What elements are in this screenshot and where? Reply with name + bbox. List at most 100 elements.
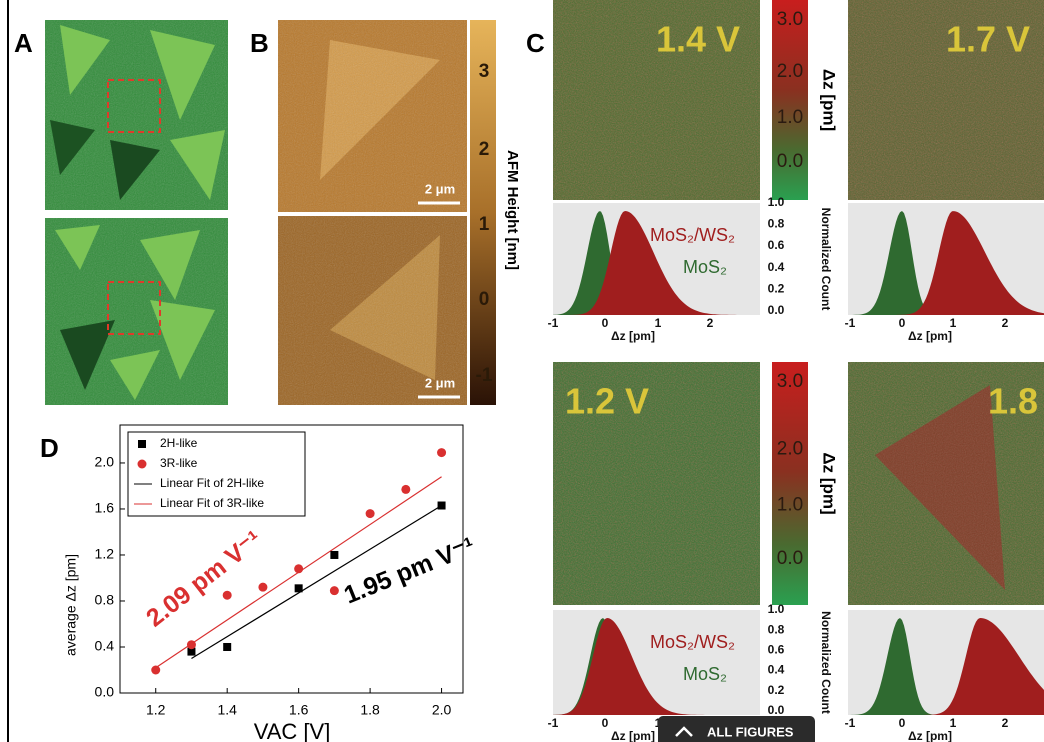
y-tick-label: 0.0 [95, 684, 115, 700]
panel-label: C [526, 28, 545, 58]
legend-label: 2H-like [160, 436, 198, 450]
histogram-y-tick: 0.0 [768, 303, 785, 317]
colorbar-tick-label: 1 [479, 214, 490, 235]
legend-marker [138, 440, 146, 448]
point [258, 583, 267, 592]
x-tick-label: 1.8 [360, 702, 380, 718]
legend-label: Linear Fit of 3R-like [160, 496, 264, 510]
colorbar-tick-label: 0 [479, 289, 490, 310]
dz-map: 1.8 V [848, 362, 1044, 605]
point [187, 640, 196, 649]
colorbar-tick-label: -1 [476, 365, 493, 386]
histogram-x-tick: 2 [1002, 316, 1009, 330]
point [401, 485, 410, 494]
colorbar-tick-label: 3 [479, 61, 490, 82]
histogram-y-tick: 0.6 [768, 238, 785, 252]
colorbar-label: Δz [pm] [820, 69, 839, 131]
slope-annotation: 2.09 pm V⁻¹ [141, 525, 267, 632]
histogram-x-label: Δz [pm] [611, 329, 655, 343]
histogram-y-tick: 0.4 [768, 663, 785, 677]
point [223, 643, 231, 651]
colorbar-tick-label: 3.0 [777, 9, 803, 30]
point [330, 551, 338, 559]
colorbar-tick-label: 0.0 [777, 548, 803, 569]
x-tick-label: 1.6 [289, 702, 309, 718]
figure: A B 2 μm 2 μm 3210-1 AFM Height [nm] C 1… [0, 0, 1044, 742]
point [295, 584, 303, 592]
legend-label: Linear Fit of 2H-like [160, 476, 264, 490]
scale-bar-label: 2 μm [425, 181, 455, 196]
dz-map: 1.2 V [553, 362, 760, 605]
histogram-x-label: Δz [pm] [908, 729, 952, 742]
point [366, 509, 375, 518]
panel-label: A [14, 28, 33, 58]
y-axis-label: average Δz [pm] [63, 554, 79, 656]
histogram-x-tick: 1 [950, 716, 957, 730]
histogram-y-tick: 0.4 [768, 260, 785, 274]
histogram-x-label: Δz [pm] [908, 329, 952, 343]
colorbar-tick-label: 1.0 [777, 494, 803, 515]
panel-c: 1.4 V1.7 V1.2 V1.8 V3.02.01.00.0Δz [pm]3… [548, 0, 1044, 742]
colorbar-tick-label: 0.0 [777, 151, 803, 172]
histogram-y-tick: 0.8 [768, 217, 785, 231]
all-figures-button[interactable]: ALL FIGURES [658, 716, 815, 742]
histogram-y-tick: 0.0 [768, 703, 785, 717]
colorbar-label: AFM Height [nm] [504, 150, 521, 270]
voltage-label: 1.2 V [565, 381, 649, 422]
histogram-y-tick: 0.2 [768, 281, 785, 295]
histogram-x-tick: 1 [950, 316, 957, 330]
y-tick-label: 1.2 [95, 546, 115, 562]
y-tick-label: 1.6 [95, 500, 115, 516]
point [223, 591, 232, 600]
histogram-y-tick: 0.2 [768, 683, 785, 697]
panel-b-image-top: 2 μm [278, 20, 467, 212]
x-tick-label: 1.4 [217, 702, 237, 718]
legend-mos2: MoS₂ [683, 257, 727, 277]
histogram-x-tick: 0 [899, 316, 906, 330]
voltage-label: 1.4 V [656, 19, 740, 60]
histogram-x-tick: 0 [602, 716, 609, 730]
y-tick-label: 0.8 [95, 592, 115, 608]
point [438, 502, 446, 510]
legend-mos2-ws2: MoS₂/WS₂ [650, 632, 735, 652]
point [151, 665, 160, 674]
point [437, 448, 446, 457]
histogram-x-tick: -1 [845, 316, 856, 330]
histogram-y-label: Normalized Count [819, 611, 833, 714]
histogram-x-tick: 0 [899, 716, 906, 730]
histogram-x-tick: 2 [707, 316, 714, 330]
button-label[interactable]: ALL FIGURES [707, 724, 794, 739]
dz-map: 1.4 V [553, 0, 760, 200]
colorbar-label: Δz [pm] [820, 452, 839, 514]
y-tick-label: 2.0 [95, 454, 115, 470]
point [330, 586, 339, 595]
slope-annotation: 1.95 pm V⁻¹ [340, 532, 479, 610]
x-tick-label: 2.0 [432, 702, 452, 718]
colorbar-tick-label: 1.0 [777, 107, 803, 128]
y-tick-label: 0.4 [95, 638, 115, 654]
histogram-y-tick: 1.0 [768, 195, 785, 209]
histogram-x-tick: 0 [602, 316, 609, 330]
x-axis-label: VAC [V] [254, 719, 331, 742]
histogram: -1 0 1 2 Δz [pm] [845, 203, 1044, 343]
histogram-y-tick: 0.8 [768, 622, 785, 636]
voltage-label: 1.7 V [946, 19, 1030, 60]
colorbar-tick-label: 2 [479, 139, 490, 160]
colorbar-tick-label: 2.0 [777, 61, 803, 82]
histogram-x-tick: 2 [1002, 716, 1009, 730]
histogram-y-tick: 0.6 [768, 643, 785, 657]
histogram-x-label: Δz [pm] [611, 729, 655, 742]
histogram-x-tick: -1 [548, 716, 559, 730]
panel-a-image-top [45, 20, 228, 210]
voltage-label: 1.8 V [988, 381, 1044, 422]
legend-marker [138, 460, 147, 469]
dz-map: 1.7 V [848, 0, 1044, 200]
histogram-y-tick: 1.0 [768, 602, 785, 616]
panel-label: B [250, 28, 269, 58]
colorbar-tick-label: 2.0 [777, 438, 803, 459]
panel-label: D [40, 433, 59, 463]
legend-mos2: MoS₂ [683, 664, 727, 684]
legend-label: 3R-like [160, 456, 198, 470]
